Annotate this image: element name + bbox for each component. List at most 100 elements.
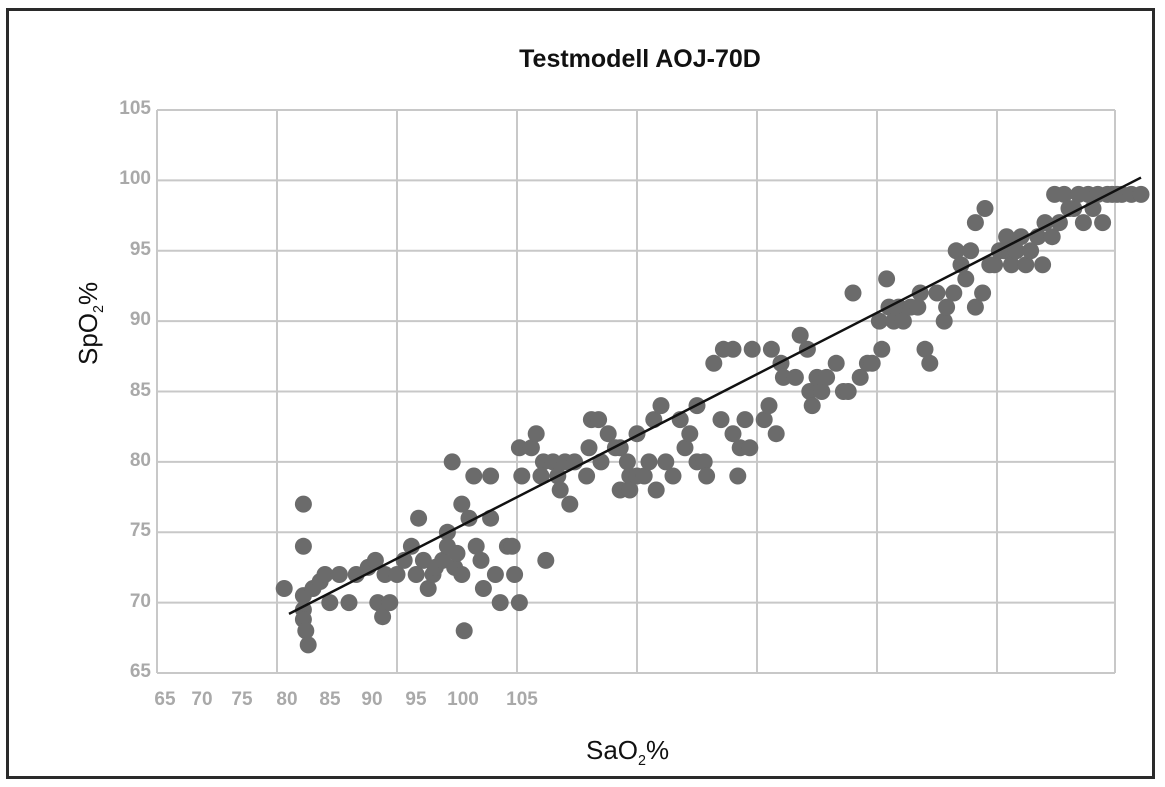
data-point <box>402 537 420 555</box>
y-tick-label: 100 <box>119 168 151 190</box>
data-point <box>966 298 984 316</box>
data-point <box>1007 242 1025 260</box>
data-point <box>762 340 780 358</box>
data-point <box>467 537 485 555</box>
data-point <box>894 312 912 330</box>
data-point <box>465 467 483 485</box>
data-point <box>1074 214 1092 232</box>
x-tick-label: 75 <box>231 689 253 710</box>
data-point <box>736 411 754 429</box>
x-tick-label: 90 <box>361 689 383 710</box>
y-tick-label: 70 <box>129 590 151 612</box>
data-point <box>1036 214 1054 232</box>
data-point <box>561 495 579 513</box>
data-point <box>786 368 804 386</box>
data-point <box>976 200 994 217</box>
data-point <box>486 566 504 583</box>
data-point <box>760 397 778 415</box>
data-point <box>1017 256 1035 274</box>
data-point <box>506 566 524 583</box>
data-point <box>724 425 742 443</box>
data-point <box>460 509 478 527</box>
data-point <box>916 340 934 358</box>
data-point <box>938 298 956 316</box>
data-point <box>491 594 509 612</box>
data-point <box>844 284 862 302</box>
chart-title: Testmodell AOJ-70D <box>519 45 761 73</box>
data-point <box>580 439 598 457</box>
data-point <box>743 340 761 358</box>
data-point <box>1132 185 1150 203</box>
data-point <box>621 481 639 499</box>
data-point <box>330 566 348 583</box>
data-point <box>986 256 1004 274</box>
data-point <box>299 636 317 654</box>
data-point <box>998 228 1016 246</box>
data-point <box>774 368 792 386</box>
data-point <box>664 467 682 485</box>
data-point <box>544 453 562 471</box>
data-point <box>599 425 617 443</box>
data-point <box>1043 228 1061 246</box>
y-tick-label: 90 <box>129 309 151 331</box>
data-point <box>741 439 759 457</box>
data-point <box>419 580 437 597</box>
data-point <box>947 242 965 260</box>
data-point <box>275 580 293 597</box>
data-point <box>443 453 461 471</box>
data-point <box>1002 256 1020 274</box>
data-point <box>522 439 540 457</box>
data-point <box>695 453 713 471</box>
data-point <box>381 594 399 612</box>
data-point <box>698 467 716 485</box>
data-point <box>921 354 939 372</box>
data-point <box>945 284 963 302</box>
data-point <box>294 537 312 555</box>
data-point <box>407 566 425 583</box>
y-tick-label: 80 <box>129 449 151 471</box>
data-point <box>962 242 980 260</box>
data-point <box>657 453 675 471</box>
data-point <box>453 566 471 583</box>
data-point <box>455 622 473 640</box>
data-point <box>1034 256 1052 274</box>
data-point <box>952 256 970 274</box>
data-point <box>928 284 946 302</box>
data-point <box>474 580 492 597</box>
data-point <box>537 551 555 569</box>
data-point <box>640 453 658 471</box>
x-tick-label: 100 <box>447 689 479 710</box>
data-point <box>578 467 596 485</box>
data-point <box>482 467 500 485</box>
data-point <box>818 368 836 386</box>
data-point <box>851 368 869 386</box>
y-tick-label: 95 <box>129 238 151 260</box>
data-point <box>374 608 392 626</box>
x-axis-label-main: SaO <box>586 735 639 765</box>
data-point <box>482 509 500 527</box>
data-point <box>767 425 785 443</box>
data-point <box>388 566 406 583</box>
x-axis-label: SaO2% <box>586 735 669 769</box>
data-point <box>376 566 394 583</box>
x-axis-label-sub: 2 <box>638 753 646 770</box>
data-point <box>1022 242 1040 260</box>
data-point <box>635 467 653 485</box>
data-point <box>503 537 521 555</box>
data-point <box>316 566 334 583</box>
data-point <box>590 411 608 429</box>
data-point <box>410 509 428 527</box>
data-point <box>873 340 891 358</box>
data-point <box>801 383 819 400</box>
data-point <box>1055 185 1073 203</box>
x-tick-label: 70 <box>191 689 213 710</box>
chart-frame <box>6 8 1155 779</box>
data-point <box>510 594 528 612</box>
data-point <box>513 467 531 485</box>
y-tick-label: 75 <box>129 520 151 542</box>
data-point <box>551 481 569 499</box>
data-point <box>712 411 730 429</box>
data-point <box>472 551 490 569</box>
trend-line <box>288 176 1142 615</box>
